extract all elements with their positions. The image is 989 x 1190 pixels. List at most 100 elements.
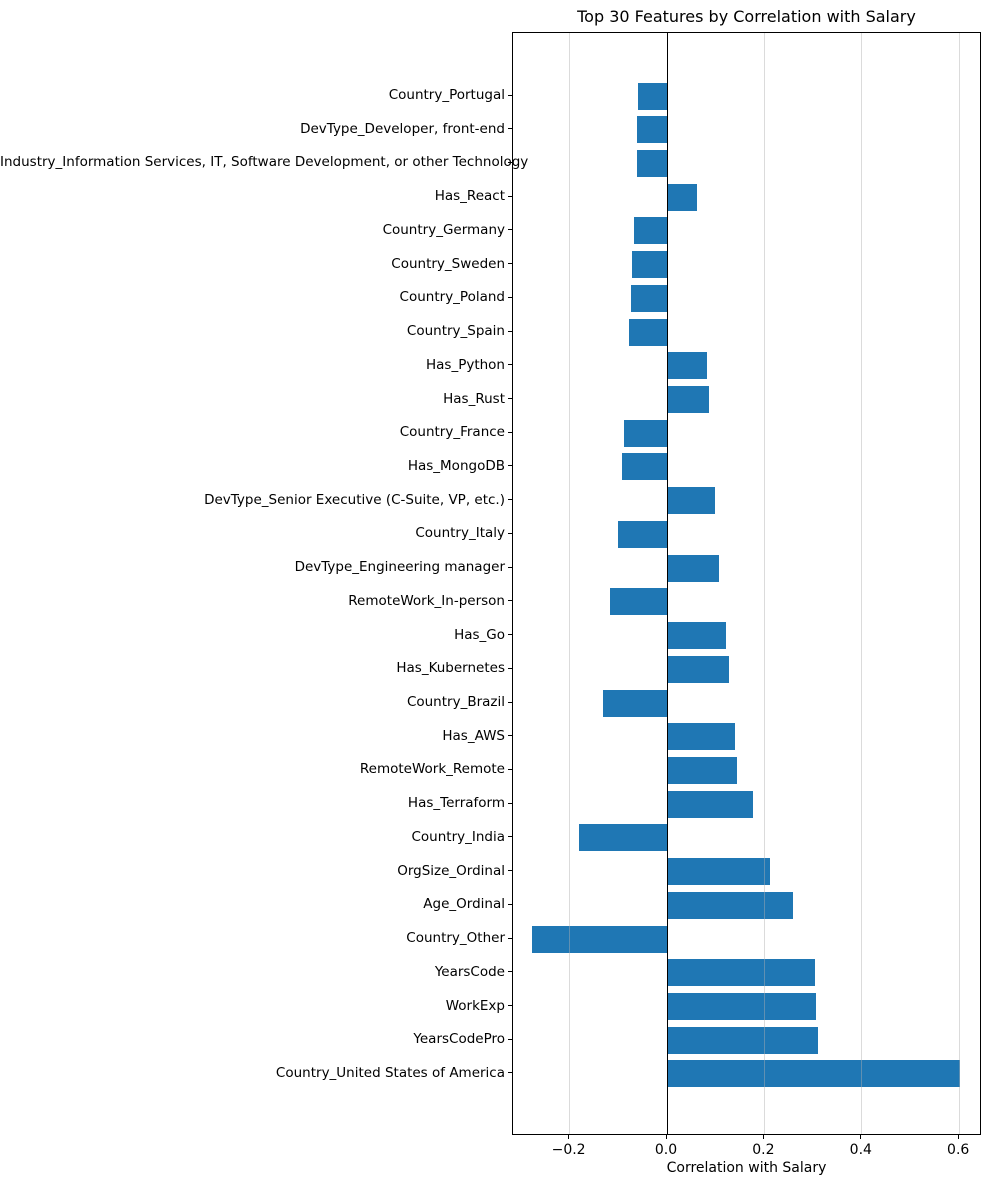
y-tick-mark bbox=[508, 94, 512, 96]
y-tick-label: Age_Ordinal bbox=[423, 896, 505, 913]
y-tick-mark bbox=[508, 330, 512, 332]
y-tick-mark bbox=[508, 161, 512, 163]
y-tick-label: Country_Portugal bbox=[388, 87, 505, 103]
bar bbox=[667, 1060, 961, 1088]
y-tick-label: Has_Python bbox=[425, 356, 505, 373]
y-tick-label: Has_AWS bbox=[442, 727, 505, 744]
y-tick-mark bbox=[508, 195, 512, 197]
y-tick-mark bbox=[508, 667, 512, 669]
bar bbox=[630, 284, 667, 312]
y-tick-label: Country_India bbox=[411, 828, 505, 845]
y-tick-mark bbox=[508, 296, 512, 298]
y-tick-mark bbox=[508, 532, 512, 534]
x-tick-mark bbox=[957, 1135, 959, 1139]
bar bbox=[667, 487, 716, 515]
bar bbox=[532, 925, 667, 953]
y-tick-label: Has_MongoDB bbox=[407, 457, 505, 474]
bar bbox=[618, 520, 667, 548]
y-tick-mark bbox=[508, 735, 512, 737]
bar bbox=[578, 824, 667, 852]
y-tick-label: YearsCode bbox=[434, 963, 505, 980]
y-tick-mark bbox=[508, 836, 512, 838]
y-tick-label: Has_Rust bbox=[443, 390, 505, 407]
y-tick-mark bbox=[508, 566, 512, 568]
y-tick-mark bbox=[508, 971, 512, 973]
x-axis-label: Correlation with Salary bbox=[666, 1160, 827, 1176]
bar bbox=[634, 217, 667, 245]
x-tick-mark bbox=[568, 1135, 570, 1139]
y-tick-label: Country_United States of America bbox=[275, 1064, 505, 1081]
bar bbox=[621, 453, 667, 481]
y-tick-label: Industry_Information Services, IT, Softw… bbox=[0, 154, 529, 171]
bar bbox=[667, 959, 816, 987]
bar bbox=[667, 891, 794, 919]
y-tick-mark bbox=[508, 263, 512, 265]
bar bbox=[667, 352, 708, 380]
y-tick-mark bbox=[508, 128, 512, 130]
grid-line bbox=[861, 33, 863, 1134]
y-tick-mark bbox=[508, 1038, 512, 1040]
y-tick-mark bbox=[508, 937, 512, 939]
bar bbox=[667, 554, 720, 582]
y-tick-label: DevType_Senior Executive (C-Suite, VP, e… bbox=[204, 491, 505, 508]
bar bbox=[637, 82, 667, 110]
y-tick-mark bbox=[508, 364, 512, 366]
y-tick-label: Has_Go bbox=[454, 626, 505, 643]
bar bbox=[667, 183, 698, 211]
y-tick-mark bbox=[508, 431, 512, 433]
y-tick-mark bbox=[508, 1005, 512, 1007]
x-tick-label: 0.4 bbox=[849, 1142, 872, 1158]
bar bbox=[667, 993, 817, 1021]
zero-line bbox=[666, 33, 668, 1134]
y-tick-label: DevType_Developer, front-end bbox=[300, 120, 505, 137]
x-tick-mark bbox=[665, 1135, 667, 1139]
chart-title: Top 30 Features by Correlation with Sala… bbox=[577, 7, 916, 26]
y-tick-mark bbox=[508, 600, 512, 602]
y-tick-mark bbox=[508, 398, 512, 400]
y-tick-label: Country_Brazil bbox=[406, 694, 505, 711]
bar bbox=[667, 386, 709, 414]
bar bbox=[628, 318, 667, 346]
bar bbox=[637, 116, 667, 144]
y-tick-label: Has_Kubernetes bbox=[396, 660, 505, 677]
y-tick-label: WorkExp bbox=[445, 997, 505, 1014]
bar bbox=[667, 1026, 818, 1054]
y-tick-label: Country_France bbox=[399, 424, 505, 441]
bar bbox=[667, 756, 738, 784]
y-tick-mark bbox=[508, 465, 512, 467]
grid-line bbox=[958, 33, 960, 1134]
bar bbox=[667, 790, 754, 818]
bar bbox=[602, 689, 667, 717]
y-tick-label: DevType_Engineering manager bbox=[294, 559, 505, 576]
bar bbox=[631, 251, 667, 279]
x-tick-label: 0.0 bbox=[654, 1142, 678, 1158]
bar bbox=[667, 723, 736, 751]
x-tick-label: 0.2 bbox=[752, 1142, 775, 1158]
y-tick-label: RemoteWork_Remote bbox=[359, 761, 505, 778]
y-tick-label: Has_Terraform bbox=[407, 795, 505, 812]
bar bbox=[667, 655, 730, 683]
y-tick-label: Country_Germany bbox=[382, 221, 505, 238]
bar bbox=[637, 149, 667, 177]
y-tick-mark bbox=[508, 768, 512, 770]
bar bbox=[667, 622, 726, 650]
y-tick-label: Country_Italy bbox=[415, 525, 505, 542]
bar bbox=[667, 858, 770, 886]
y-tick-label: OrgSize_Ordinal bbox=[397, 862, 505, 879]
grid-line bbox=[569, 33, 571, 1134]
x-tick-mark bbox=[762, 1135, 764, 1139]
plot-area bbox=[512, 32, 981, 1135]
grid-line bbox=[763, 33, 765, 1134]
bar bbox=[624, 419, 667, 447]
y-tick-mark bbox=[508, 903, 512, 905]
x-tick-label: −0.2 bbox=[551, 1142, 586, 1158]
y-tick-mark bbox=[508, 634, 512, 636]
y-tick-label: Country_Spain bbox=[406, 323, 505, 340]
y-tick-mark bbox=[508, 1072, 512, 1074]
y-tick-mark bbox=[508, 701, 512, 703]
y-tick-label: RemoteWork_In-person bbox=[348, 592, 505, 609]
y-tick-mark bbox=[508, 499, 512, 501]
bar bbox=[610, 588, 667, 616]
y-tick-mark bbox=[508, 229, 512, 231]
